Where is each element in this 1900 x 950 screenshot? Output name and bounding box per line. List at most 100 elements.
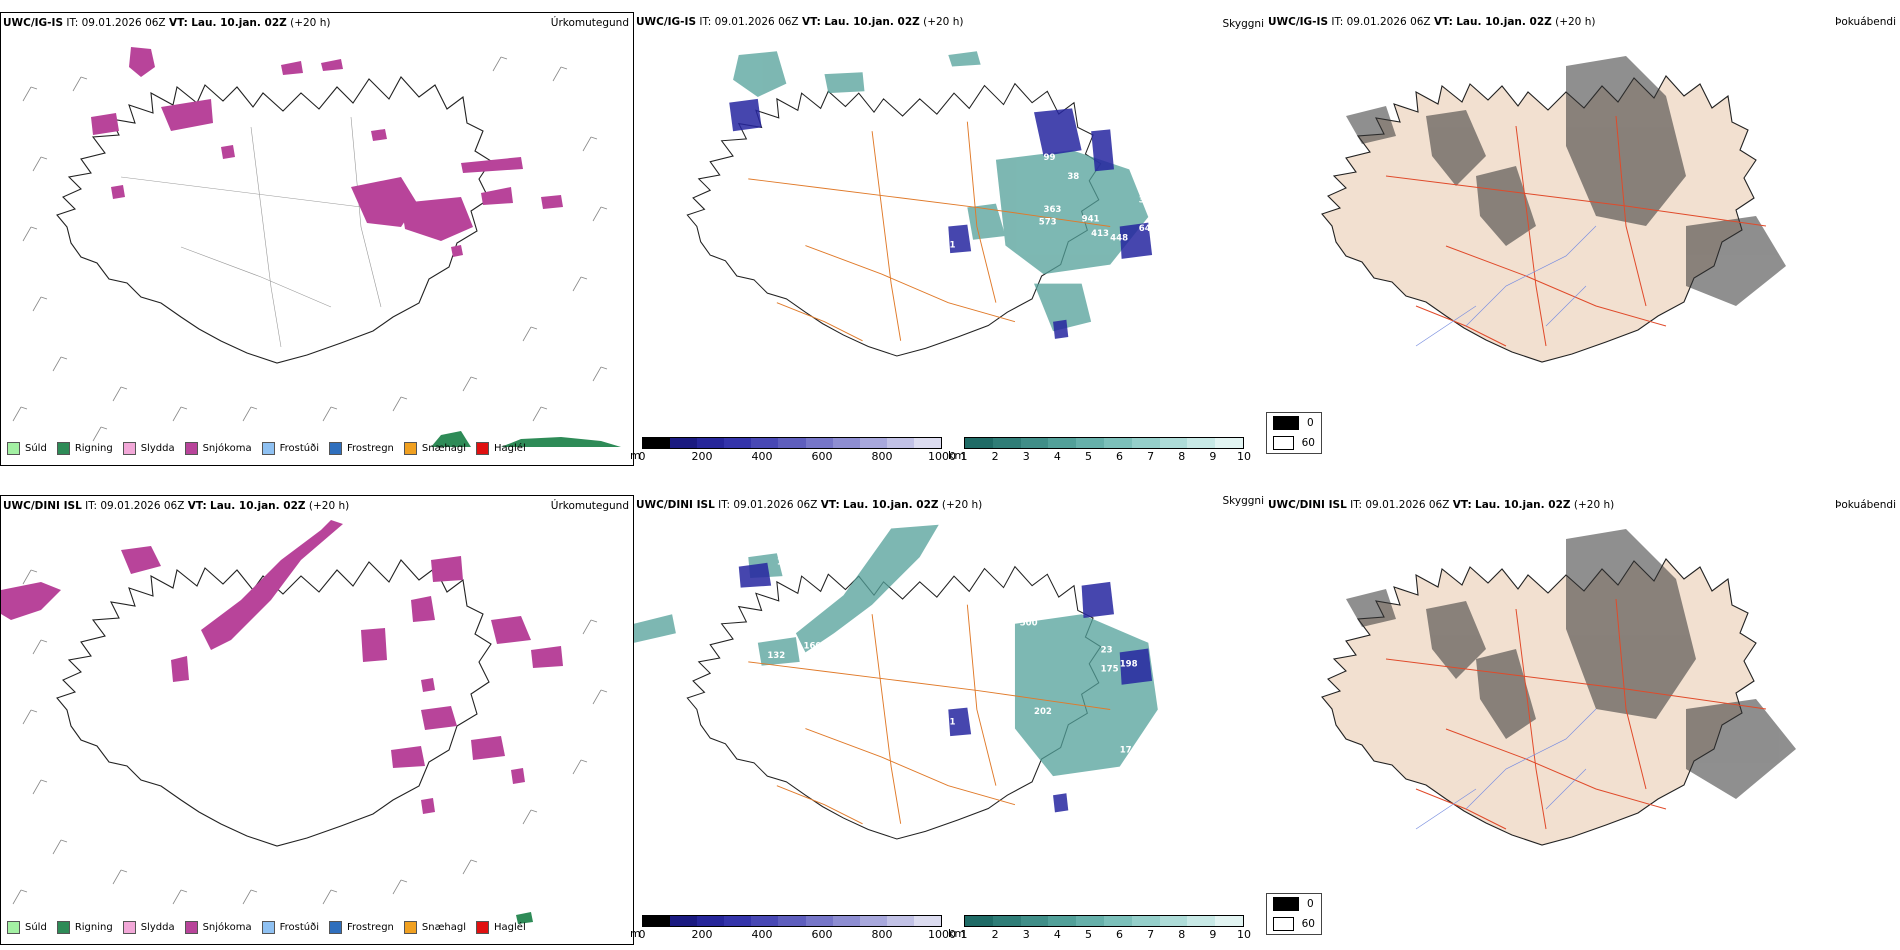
legend-item: Frostúði xyxy=(261,921,319,934)
colorbar-swatch xyxy=(965,438,993,448)
colorbar-swatch xyxy=(1103,916,1132,926)
colorbar-swatch xyxy=(1020,438,1049,448)
legend-item: Snjókoma xyxy=(184,921,252,934)
colorbar-tick: 1 xyxy=(960,928,968,941)
station-label: 454 xyxy=(1053,598,1071,608)
colorbar-swatch xyxy=(886,916,914,926)
colorbar-swatch xyxy=(805,916,833,926)
panel-title: Skyggni xyxy=(1222,495,1265,507)
colorbar-swatch xyxy=(913,916,942,926)
colorbar-tick: 800 xyxy=(871,450,893,463)
station-label: 160 xyxy=(786,174,804,184)
colorbar-swatch xyxy=(1187,916,1216,926)
colorbar-tick: 9 xyxy=(1209,928,1217,941)
legend-item: Frostregn xyxy=(329,921,394,934)
colorbar-swatch xyxy=(832,438,860,448)
colorbar-swatch xyxy=(697,916,725,926)
colorbar-tick: 400 xyxy=(751,450,773,463)
colorbar-swatch xyxy=(859,438,887,448)
station-label: 377 xyxy=(1020,607,1038,617)
colorbar-tick: 2 xyxy=(991,928,999,941)
panel-header: UWC/IG-IS IT: 09.01.2026 06Z VT: Lau. 10… xyxy=(3,17,331,29)
panel-header: UWC/IG-IS IT: 09.01.2026 06Z VT: Lau. 10… xyxy=(1268,16,1596,28)
legend-item: Snæhagl xyxy=(403,442,466,455)
legend-item: Súld xyxy=(7,921,47,934)
colorbar-tick: 9 xyxy=(1209,450,1217,463)
colorbar-swatch xyxy=(1048,916,1077,926)
colorbar-tick: 6 xyxy=(1116,450,1124,463)
height-colorbar: 0 200 400 600 800 1000 m xyxy=(630,915,956,941)
colorbar-tick: 200 xyxy=(691,928,713,941)
colorbar-tick: 8 xyxy=(1178,928,1186,941)
colorbar-tick: 7 xyxy=(1147,928,1155,941)
legend-item: Slydda xyxy=(122,442,175,455)
roads-red xyxy=(1385,598,1767,830)
station-label: 160 xyxy=(804,642,822,652)
station-label: 500 xyxy=(1020,619,1038,629)
colorbar-swatch xyxy=(778,916,806,926)
fog-legend-bottom: 0 60 xyxy=(1266,893,1322,935)
precip-map xyxy=(1,520,608,924)
blue-ceiling xyxy=(738,562,1153,813)
panel-title: Þokuábendi xyxy=(1835,16,1896,28)
colorbar-tick: 1 xyxy=(960,450,968,463)
colorbar-tick: 8 xyxy=(1178,450,1186,463)
colorbar-tick: 1000 xyxy=(928,928,956,941)
fog-shading xyxy=(1346,56,1786,306)
station-label: 117 xyxy=(777,558,795,568)
panel-title: Úrkomutegund xyxy=(550,17,629,29)
station-label: 363 xyxy=(1044,205,1062,215)
roads-grey xyxy=(120,116,432,348)
station-label: 175 xyxy=(1101,664,1119,674)
station-label: 311 xyxy=(1139,196,1157,206)
blue-ceiling xyxy=(729,98,1153,339)
colorbar-swatch xyxy=(1076,438,1104,448)
colorbar-tick: 2 xyxy=(991,450,999,463)
panel-title: Þokuábendi xyxy=(1835,499,1896,511)
panel-title: Úrkomutegund xyxy=(550,500,629,512)
fog-panel-bottom: UWC/DINI ISL IT: 09.01.2026 06Z VT: Lau.… xyxy=(1266,495,1900,943)
colorbar-tick: 7 xyxy=(1147,450,1155,463)
station-label: 573 xyxy=(1039,218,1057,228)
colorbar-swatch xyxy=(965,916,993,926)
precip-map xyxy=(12,47,621,447)
fog-shading xyxy=(1346,529,1796,799)
row-bottom: UWC/DINI ISL IT: 09.01.2026 06Z VT: Lau.… xyxy=(0,480,1900,950)
fog-panel-top: UWC/IG-IS IT: 09.01.2026 06Z VT: Lau. 10… xyxy=(1266,12,1900,464)
colorbar-tick: 0 xyxy=(638,928,646,941)
colorbar-tick: 5 xyxy=(1084,450,1092,463)
snow-areas xyxy=(1,520,563,814)
station-label: 448 xyxy=(1110,234,1128,244)
colorbar-swatch xyxy=(1159,916,1188,926)
wind-barbs xyxy=(12,569,608,905)
fog-legend-item: 60 xyxy=(1267,433,1321,453)
station-label: 413 xyxy=(1091,229,1109,239)
station-label: 25 xyxy=(1024,788,1036,798)
colorbar-swatch xyxy=(1215,438,1243,448)
colorbar-swatch xyxy=(859,916,887,926)
colorbar-tick: 800 xyxy=(871,928,893,941)
visibility-map: 941 363 573 413 448 647 311 93 85 38 160… xyxy=(686,51,1189,357)
colorbar-swatch xyxy=(670,916,698,926)
colorbar-tick: 6 xyxy=(1116,928,1124,941)
station-label: 93 xyxy=(1167,246,1179,256)
colorbar-swatch xyxy=(886,438,914,448)
fog-map xyxy=(1321,529,1796,846)
colorbar-swatch xyxy=(1131,438,1160,448)
colorbar-tick: 4 xyxy=(1053,450,1061,463)
colorbar-tick: 10 xyxy=(1237,450,1251,463)
precip-type-panel-top: UWC/IG-IS IT: 09.01.2026 06Z VT: Lau. 10… xyxy=(0,12,634,466)
colorbar-tick: 3 xyxy=(1022,450,1030,463)
legend-item: Slydda xyxy=(122,921,175,934)
rivers xyxy=(1415,225,1597,347)
station-labels: 377 500 454 801 175 198 202 117 160 132 … xyxy=(767,558,1137,798)
visibility-panel-bottom: UWC/DINI ISL IT: 09.01.2026 06Z VT: Lau.… xyxy=(630,495,1265,943)
colorbar-swatch xyxy=(1076,916,1104,926)
colorbar-tick: 3 xyxy=(1022,928,1030,941)
colorbar-swatch xyxy=(1159,438,1188,448)
colorbar-tick: 600 xyxy=(811,928,833,941)
colorbar-tick: 4 xyxy=(1053,928,1061,941)
colorbar-tick: 10 xyxy=(1237,928,1251,941)
legend-item: Snæhagl xyxy=(403,921,466,934)
station-label: 85 xyxy=(1177,267,1189,277)
